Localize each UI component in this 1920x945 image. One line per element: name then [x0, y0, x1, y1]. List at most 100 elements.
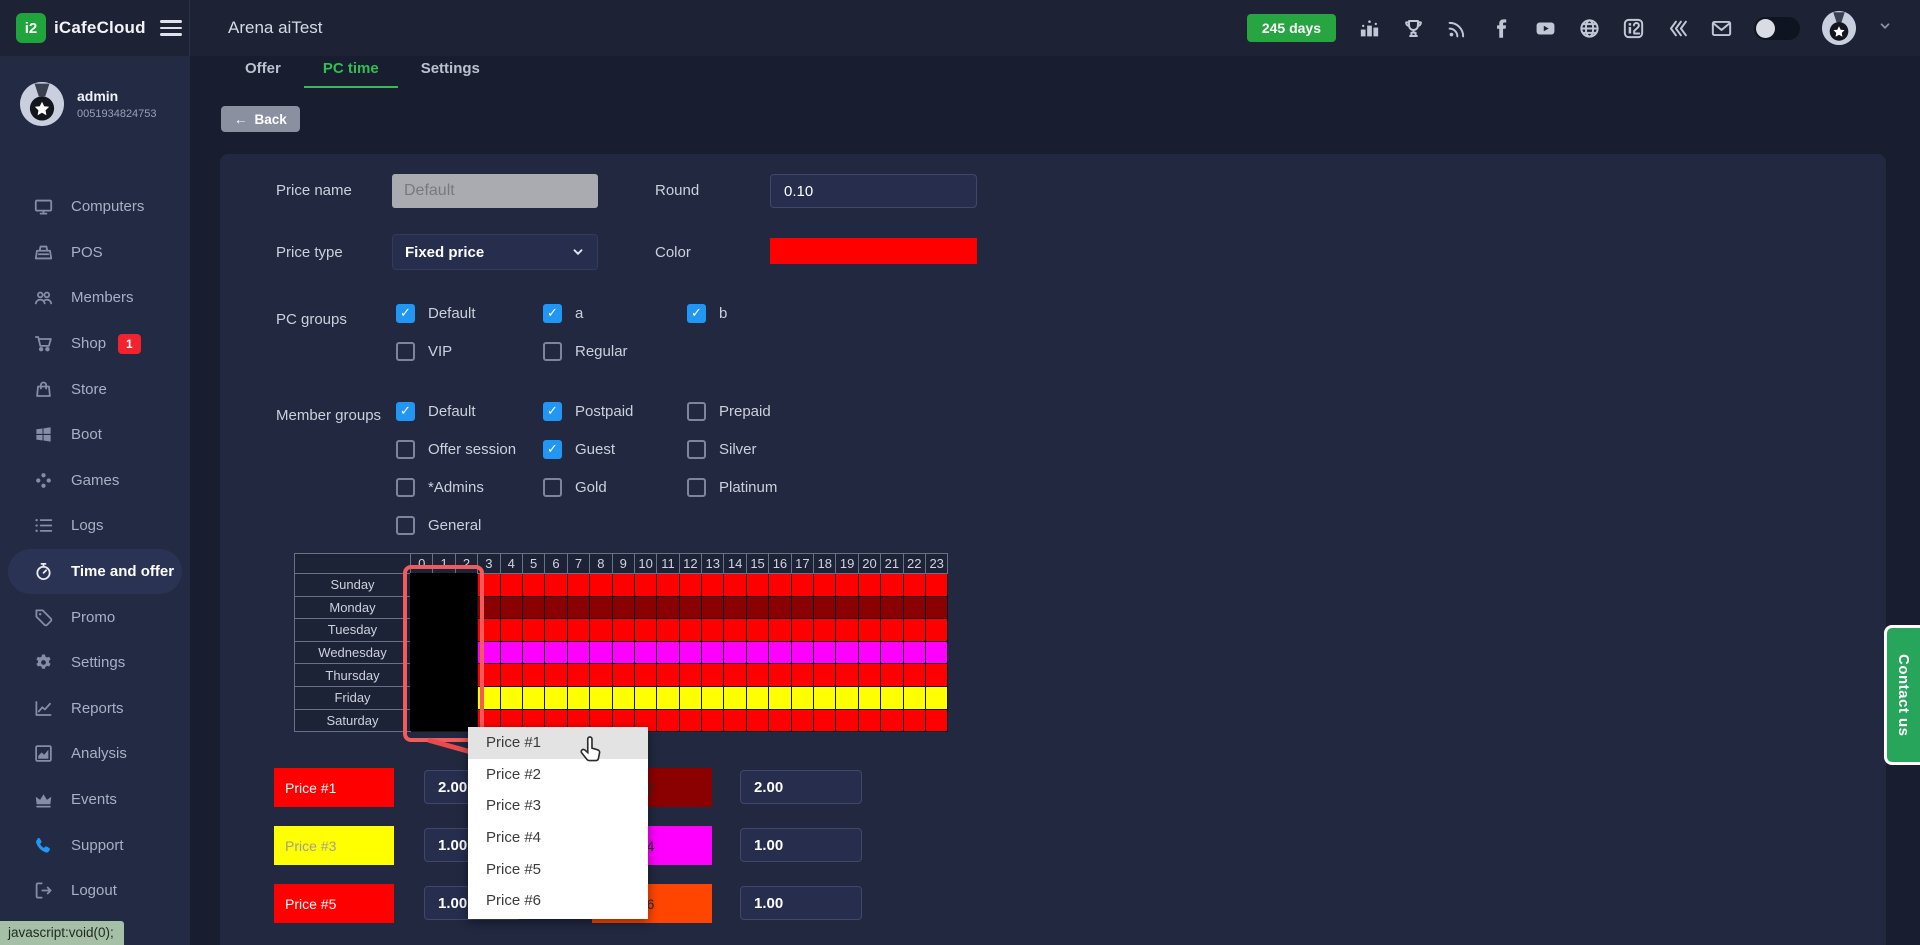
- schedule-cell-sunday-23[interactable]: [925, 574, 949, 597]
- member-group-checkbox-gold[interactable]: Gold: [543, 468, 687, 506]
- schedule-cell-wednesday-11[interactable]: [657, 641, 680, 665]
- schedule-cell-tuesday-20[interactable]: [858, 619, 882, 642]
- schedule-cell-thursday-22[interactable]: [903, 664, 926, 687]
- schedule-cell-sunday-5[interactable]: [522, 574, 546, 597]
- schedule-cell-wednesday-23[interactable]: [925, 641, 949, 665]
- tab-offer[interactable]: Offer: [245, 60, 281, 77]
- checkbox-unchecked-icon[interactable]: [396, 515, 415, 535]
- checkbox-unchecked-icon[interactable]: [396, 341, 415, 361]
- schedule-cell-sunday-12[interactable]: [679, 574, 703, 597]
- schedule-cell-monday-22[interactable]: [903, 596, 926, 620]
- sidebar-item-settings[interactable]: Settings: [8, 640, 182, 686]
- price-value-input-price-4[interactable]: 1.00: [740, 828, 862, 862]
- schedule-cell-sunday-19[interactable]: [836, 574, 859, 597]
- schedule-cell-saturday-18[interactable]: [814, 709, 837, 733]
- schedule-cell-monday-18[interactable]: [814, 596, 837, 620]
- schedule-cell-tuesday-19[interactable]: [836, 619, 859, 642]
- schedule-cell-tuesday-9[interactable]: [612, 619, 635, 642]
- schedule-cell-monday-16[interactable]: [769, 596, 792, 620]
- checkbox-checked-icon[interactable]: ✓: [396, 401, 415, 421]
- schedule-cell-monday-6[interactable]: [545, 596, 568, 620]
- sidebar-item-logout[interactable]: Logout: [8, 868, 182, 914]
- schedule-cell-thursday-8[interactable]: [590, 664, 613, 687]
- schedule-cell-monday-8[interactable]: [590, 596, 613, 620]
- schedule-cell-wednesday-4[interactable]: [500, 641, 523, 665]
- schedule-cell-tuesday-17[interactable]: [791, 619, 815, 642]
- schedule-cell-thursday-4[interactable]: [500, 664, 523, 687]
- schedule-cell-monday-4[interactable]: [500, 596, 523, 620]
- price-value-input-price-2[interactable]: 2.00: [740, 770, 862, 804]
- schedule-cell-saturday-23[interactable]: [925, 709, 949, 733]
- schedule-cell-thursday-19[interactable]: [836, 664, 859, 687]
- schedule-cell-friday-21[interactable]: [881, 686, 904, 710]
- menu-item-price-3[interactable]: Price #3: [486, 797, 542, 815]
- schedule-cell-monday-12[interactable]: [679, 596, 703, 620]
- schedule-cell-wednesday-22[interactable]: [903, 641, 926, 665]
- checkbox-unchecked-icon[interactable]: [687, 477, 706, 497]
- schedule-cell-wednesday-17[interactable]: [791, 641, 815, 665]
- schedule-cell-sunday-10[interactable]: [634, 574, 658, 597]
- schedule-cell-monday-5[interactable]: [522, 596, 546, 620]
- price-swatch-price-1[interactable]: Price #1: [274, 768, 394, 807]
- schedule-cell-saturday-14[interactable]: [724, 709, 747, 733]
- schedule-cell-saturday-16[interactable]: [769, 709, 792, 733]
- schedule-cell-thursday-11[interactable]: [657, 664, 680, 687]
- menu-item-price-2[interactable]: Price #2: [486, 765, 542, 783]
- schedule-cell-monday-14[interactable]: [724, 596, 747, 620]
- rss-icon[interactable]: [1446, 17, 1468, 39]
- schedule-cell-monday-17[interactable]: [791, 596, 815, 620]
- chevron-down-icon[interactable]: [1878, 19, 1892, 38]
- schedule-cell-saturday-11[interactable]: [657, 709, 680, 733]
- schedule-cell-monday-23[interactable]: [925, 596, 949, 620]
- schedule-cell-monday-13[interactable]: [702, 596, 725, 620]
- schedule-cell-thursday-6[interactable]: [545, 664, 568, 687]
- schedule-cell-sunday-13[interactable]: [702, 574, 725, 597]
- checkbox-checked-icon[interactable]: ✓: [396, 303, 415, 323]
- sidebar-item-pos[interactable]: POS: [8, 230, 182, 276]
- schedule-cell-wednesday-8[interactable]: [590, 641, 613, 665]
- schedule-cell-tuesday-18[interactable]: [814, 619, 837, 642]
- schedule-cell-sunday-6[interactable]: [545, 574, 568, 597]
- sidebar-item-store[interactable]: Store: [8, 366, 182, 412]
- schedule-cell-monday-19[interactable]: [836, 596, 859, 620]
- schedule-cell-saturday-12[interactable]: [679, 709, 703, 733]
- schedule-cell-monday-10[interactable]: [634, 596, 658, 620]
- sidebar-item-support[interactable]: Support: [8, 822, 182, 868]
- menu-item-price-1[interactable]: Price #1: [468, 727, 648, 759]
- schedule-cell-sunday-20[interactable]: [858, 574, 882, 597]
- price-name-input[interactable]: Default: [392, 174, 598, 208]
- schedule-cell-friday-22[interactable]: [903, 686, 926, 710]
- schedule-cell-sunday-9[interactable]: [612, 574, 635, 597]
- user-avatar[interactable]: [1822, 11, 1856, 45]
- schedule-cell-thursday-10[interactable]: [634, 664, 658, 687]
- menu-item-price-5[interactable]: Price #5: [486, 860, 542, 878]
- schedule-cell-tuesday-16[interactable]: [769, 619, 792, 642]
- pc-group-checkbox-b[interactable]: ✓ b: [687, 294, 847, 332]
- pc-group-checkbox-a[interactable]: ✓ a: [543, 294, 687, 332]
- price-swatch-price-5[interactable]: Price #5: [274, 884, 394, 923]
- schedule-cell-sunday-11[interactable]: [657, 574, 680, 597]
- sidebar-item-games[interactable]: Games: [8, 458, 182, 504]
- color-swatch-input[interactable]: [770, 238, 977, 264]
- sidebar-item-time-and-offer[interactable]: Time and offer: [8, 548, 182, 595]
- price-type-select[interactable]: Fixed price: [392, 234, 598, 270]
- schedule-cell-sunday-22[interactable]: [903, 574, 926, 597]
- schedule-cell-tuesday-21[interactable]: [881, 619, 904, 642]
- schedule-cell-saturday-20[interactable]: [858, 709, 882, 733]
- schedule-cell-saturday-22[interactable]: [903, 709, 926, 733]
- menu-item-price-4[interactable]: Price #4: [486, 829, 542, 847]
- price-swatch-price-3[interactable]: Price #3: [274, 826, 394, 865]
- checkbox-checked-icon[interactable]: ✓: [543, 401, 562, 421]
- checkbox-checked-icon[interactable]: ✓: [543, 303, 562, 323]
- sidebar-item-members[interactable]: Members: [8, 275, 182, 321]
- schedule-cell-friday-7[interactable]: [567, 686, 591, 710]
- schedule-cell-tuesday-8[interactable]: [590, 619, 613, 642]
- schedule-cell-tuesday-6[interactable]: [545, 619, 568, 642]
- member-group-checkbox-postpaid[interactable]: ✓ Postpaid: [543, 392, 687, 430]
- theme-toggle[interactable]: [1754, 16, 1800, 40]
- checkbox-unchecked-icon[interactable]: [687, 439, 706, 459]
- checkbox-unchecked-icon[interactable]: [396, 439, 415, 459]
- pc-group-checkbox-default[interactable]: ✓ Default: [396, 294, 543, 332]
- sidebar-item-computers[interactable]: Computers: [8, 184, 182, 230]
- schedule-cell-monday-7[interactable]: [567, 596, 591, 620]
